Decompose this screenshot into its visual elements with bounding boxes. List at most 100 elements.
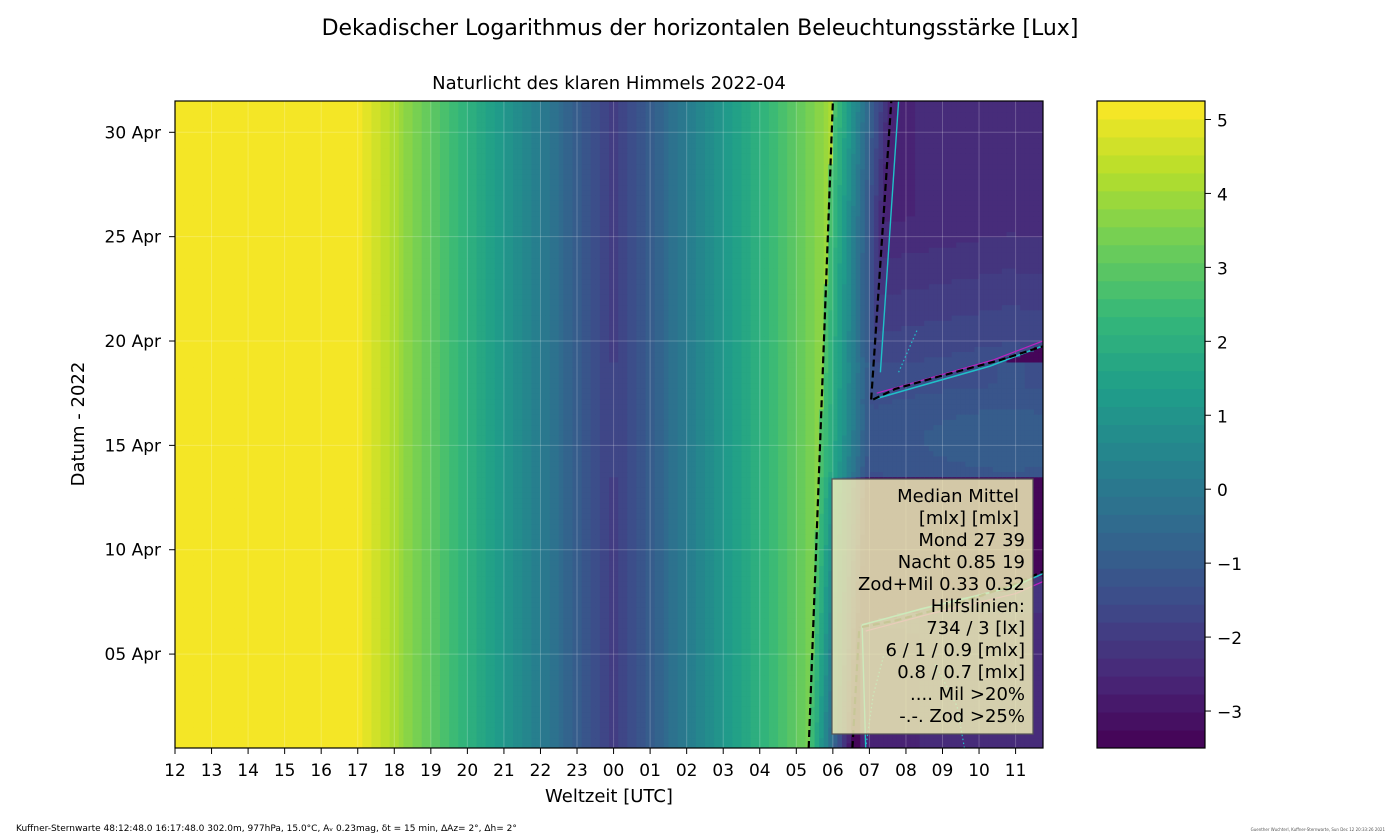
heatmap-cell <box>234 690 240 697</box>
heatmap-cell <box>613 732 619 739</box>
heatmap-cell <box>481 732 487 739</box>
heatmap-cell <box>791 654 797 660</box>
heatmap-cell <box>417 680 423 686</box>
heatmap-cell <box>229 633 235 640</box>
heatmap-cell <box>462 721 468 728</box>
heatmap-cell <box>526 716 532 723</box>
heatmap-cell <box>796 664 802 671</box>
heatmap-cell <box>768 721 775 728</box>
heatmap-cell <box>417 638 423 645</box>
heatmap-cell <box>796 659 802 666</box>
heatmap-cell <box>535 685 542 692</box>
heatmap-cell <box>238 617 245 624</box>
heatmap-cell <box>627 674 633 681</box>
heatmap-cell <box>659 627 665 634</box>
heatmap-cell <box>266 701 272 707</box>
heatmap-cell <box>435 633 441 640</box>
heatmap-cell <box>718 711 724 718</box>
heatmap-cell <box>485 742 491 748</box>
heatmap-cell <box>704 695 711 702</box>
heatmap-cell <box>709 690 715 697</box>
heatmap-cell <box>248 706 254 713</box>
heatmap-cell <box>631 643 638 650</box>
heatmap-cell <box>545 638 551 645</box>
heatmap-cell <box>755 633 761 640</box>
heatmap-cell <box>481 622 487 629</box>
heatmap-cell <box>828 612 834 619</box>
heatmap-cell <box>736 727 743 733</box>
heatmap-cell <box>860 737 866 744</box>
heatmap-cell <box>334 648 341 655</box>
heatmap-cell <box>481 633 487 640</box>
heatmap-cell <box>778 695 784 702</box>
heatmap-cell <box>334 695 341 702</box>
heatmap-cell <box>1038 680 1043 686</box>
heatmap-cell <box>202 648 208 655</box>
heatmap-cell <box>969 742 976 748</box>
heatmap-cell <box>334 690 341 697</box>
heatmap-cell <box>782 737 788 744</box>
heatmap-cell <box>554 627 560 634</box>
heatmap-cell <box>293 716 299 723</box>
heatmap-cell <box>535 690 542 697</box>
heatmap-cell <box>398 627 405 634</box>
heatmap-cell <box>280 664 286 671</box>
heatmap-cell <box>750 633 756 640</box>
heatmap-cell <box>654 721 660 728</box>
heatmap-cell <box>915 737 921 744</box>
heatmap-cell <box>609 742 615 748</box>
heatmap-cell <box>184 706 190 713</box>
heatmap-cell <box>485 674 491 681</box>
heatmap-cell <box>490 706 496 713</box>
heatmap-cell <box>773 706 779 713</box>
heatmap-cell <box>216 701 222 707</box>
heatmap-cell <box>718 674 724 681</box>
heatmap-cell <box>650 654 656 660</box>
heatmap-cell <box>353 627 359 634</box>
heatmap-cell <box>357 695 363 702</box>
heatmap-cell <box>275 727 281 733</box>
heatmap-cell <box>248 737 254 744</box>
heatmap-cell <box>782 721 788 728</box>
heatmap-cell <box>298 737 304 744</box>
heatmap-cell <box>339 742 345 748</box>
heatmap-cell <box>682 674 688 681</box>
heatmap-cell <box>175 674 181 681</box>
heatmap-cell <box>609 674 615 681</box>
heatmap-cell <box>490 633 496 640</box>
heatmap-cell <box>805 633 811 640</box>
heatmap-cell <box>371 727 377 733</box>
heatmap-cell <box>700 643 706 650</box>
heatmap-cell <box>449 617 455 624</box>
heatmap-cell <box>188 742 194 748</box>
heatmap-cell <box>782 716 788 723</box>
heatmap-cell <box>197 690 204 697</box>
heatmap-cell <box>709 622 715 629</box>
heatmap-cell <box>517 617 523 624</box>
heatmap-cell <box>942 742 948 748</box>
heatmap-cell <box>462 695 468 702</box>
heatmap-cell <box>330 727 336 733</box>
heatmap-cell <box>330 607 336 613</box>
heatmap-cell <box>344 664 350 671</box>
heatmap-cell <box>270 607 277 613</box>
heatmap-cell <box>924 742 930 748</box>
heatmap-cell <box>869 742 875 748</box>
heatmap-cell <box>814 612 820 619</box>
heatmap-cell <box>549 716 555 723</box>
heatmap-cell <box>828 727 834 733</box>
heatmap-cell <box>385 742 391 748</box>
heatmap-cell <box>627 654 633 660</box>
heatmap-cell <box>211 648 217 655</box>
heatmap-cell <box>380 622 386 629</box>
heatmap-cell <box>672 669 679 676</box>
heatmap-cell <box>439 669 446 676</box>
heatmap-cell <box>458 721 464 728</box>
heatmap-cell <box>298 674 304 681</box>
heatmap-cell <box>389 701 395 707</box>
heatmap-cell <box>252 638 258 645</box>
heatmap-cell <box>590 638 596 645</box>
heatmap-cell <box>503 737 510 744</box>
heatmap-cell <box>682 633 688 640</box>
heatmap-cell <box>184 638 190 645</box>
